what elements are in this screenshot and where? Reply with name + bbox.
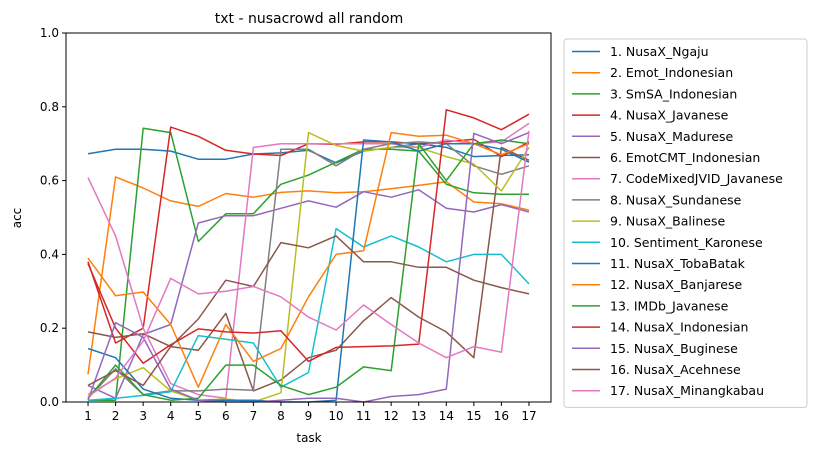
legend-label: 17. NusaX_Minangkabau (610, 383, 764, 398)
series-line-10 (87, 227, 530, 401)
x-tick-label: 9 (305, 409, 313, 423)
legend-label: 1. NusaX_Ngaju (610, 44, 709, 59)
chart-title: txt - nusacrowd all random (215, 11, 403, 27)
series-line-11 (87, 139, 530, 403)
series-line-16 (87, 235, 530, 387)
y-tick-label: 0.2 (40, 321, 59, 335)
x-tick-label: 7 (250, 409, 258, 423)
x-tick-label: 5 (194, 409, 202, 423)
legend-label: 2. Emot_Indonesian (610, 65, 733, 80)
legend-label: 3. SmSA_Indonesian (610, 86, 737, 101)
x-tick-label: 6 (222, 409, 230, 423)
legend-label: 11. NusaX_TobaBatak (610, 256, 746, 271)
x-tick-label: 4 (167, 409, 175, 423)
series-line-15 (87, 131, 530, 403)
series-line-6 (87, 146, 530, 392)
series-line-13 (87, 139, 530, 401)
series-line-9 (87, 131, 530, 403)
legend-label: 9. NusaX_Balinese (610, 214, 725, 229)
series-line-14 (87, 109, 530, 365)
x-axis-label: task (296, 431, 321, 445)
legend-label: 13. IMDb_Javanese (610, 298, 729, 313)
x-tick-label: 2 (112, 409, 120, 423)
legend-label: 15. NusaX_Buginese (610, 341, 738, 356)
legend-label: 7. CodeMixedJVID_Javanese (610, 171, 783, 186)
legend-box (563, 38, 808, 408)
series-line-7 (87, 122, 530, 400)
x-axis: 1 2 3 4 5 6 7 8 9 10 11 12 13 14 15 16 17 (84, 402, 537, 423)
series-line-1 (87, 142, 530, 164)
y-axis: 0.0 0.2 0.4 0.6 0.8 1.0 (40, 26, 66, 409)
x-tick-label: 10 (328, 409, 343, 423)
legend-label: 8. NusaX_Sundanese (610, 192, 742, 207)
series-line-5 (87, 189, 530, 400)
legend-label: 6. EmotCMT_Indonesian (610, 150, 760, 165)
legend: 1. NusaX_Ngaju 2. Emot_Indonesian 3. SmSA_… (563, 38, 808, 408)
legend-label: 10. Sentiment_Karonese (610, 235, 763, 250)
legend-label: 12. NusaX_Banjarese (610, 277, 742, 292)
series-layer (87, 109, 530, 403)
y-tick-label: 0.4 (40, 247, 59, 261)
x-tick-label: 13 (411, 409, 426, 423)
x-tick-label: 14 (439, 409, 454, 423)
x-tick-label: 16 (494, 409, 509, 423)
y-tick-label: 0.6 (40, 174, 59, 188)
x-tick-label: 1 (84, 409, 92, 423)
y-tick-label: 0.0 (40, 395, 59, 409)
x-tick-label: 3 (139, 409, 147, 423)
x-tick-label: 8 (277, 409, 285, 423)
legend-label: 16. NusaX_Acehnese (610, 362, 741, 377)
y-tick-label: 1.0 (40, 26, 59, 40)
legend-label: 5. NusaX_Madurese (610, 129, 734, 144)
series-line-17 (87, 130, 530, 398)
series-line-3 (88, 127, 529, 401)
x-tick-label: 15 (466, 409, 481, 423)
legend-label: 14. NusaX_Indonesian (610, 320, 748, 335)
y-tick-label: 0.8 (40, 100, 59, 114)
legend-label: 4. NusaX_Javanese (610, 108, 729, 123)
series-line-8 (87, 141, 530, 399)
x-tick-label: 17 (521, 409, 536, 423)
series-line-12 (87, 131, 530, 388)
y-axis-label: acc (10, 208, 24, 229)
x-tick-label: 11 (356, 409, 371, 423)
x-tick-label: 12 (384, 409, 399, 423)
